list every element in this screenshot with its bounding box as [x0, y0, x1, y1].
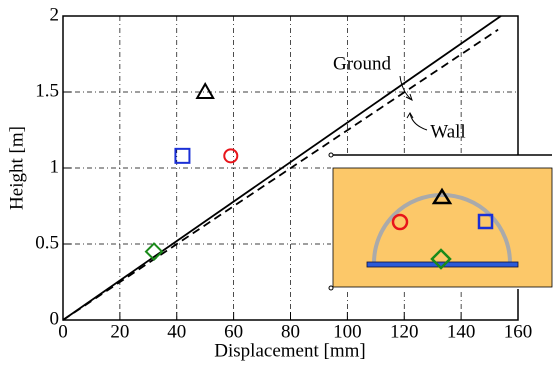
- inset-marker: [431, 187, 453, 205]
- inset-node: [328, 285, 334, 291]
- line-label: Ground: [333, 53, 392, 74]
- marker: [195, 81, 215, 99]
- inset-marker: [391, 213, 409, 231]
- x-tick-label: 80: [281, 321, 300, 342]
- x-tick-label: 120: [390, 321, 419, 342]
- inset: [328, 152, 553, 291]
- inset-marker: [477, 213, 494, 230]
- y-tick-label: 2: [50, 4, 60, 25]
- line: [62, 15, 502, 321]
- inset-marker: [430, 248, 452, 270]
- y-tick-label: 0: [50, 308, 60, 329]
- x-axis-label: Displacement [mm]: [214, 340, 365, 361]
- line: [62, 28, 499, 321]
- y-axis-label: Height [m]: [6, 126, 27, 210]
- line-label: Wall: [430, 121, 465, 142]
- annotation-arrow: [405, 93, 413, 101]
- marker: [174, 147, 191, 164]
- y-tick-label: 0.5: [35, 232, 59, 253]
- inset-ground: [332, 167, 553, 288]
- marker: [144, 242, 164, 262]
- annotation-arrow: [409, 112, 428, 131]
- annotation-arrow: [399, 75, 413, 101]
- inset-node: [328, 152, 334, 158]
- annotation-arrow: [406, 112, 414, 119]
- x-tick-label: 40: [167, 321, 186, 342]
- x-tick-label: 140: [447, 321, 476, 342]
- x-tick-label: 20: [110, 321, 129, 342]
- marker: [223, 148, 239, 164]
- inset-arch: [372, 193, 512, 264]
- x-tick-label: 160: [504, 321, 533, 342]
- x-tick-label: 0: [58, 321, 68, 342]
- y-tick-label: 1: [50, 156, 60, 177]
- x-tick-label: 60: [224, 321, 243, 342]
- y-tick-label: 1.5: [35, 80, 59, 101]
- x-tick-label: 100: [333, 321, 362, 342]
